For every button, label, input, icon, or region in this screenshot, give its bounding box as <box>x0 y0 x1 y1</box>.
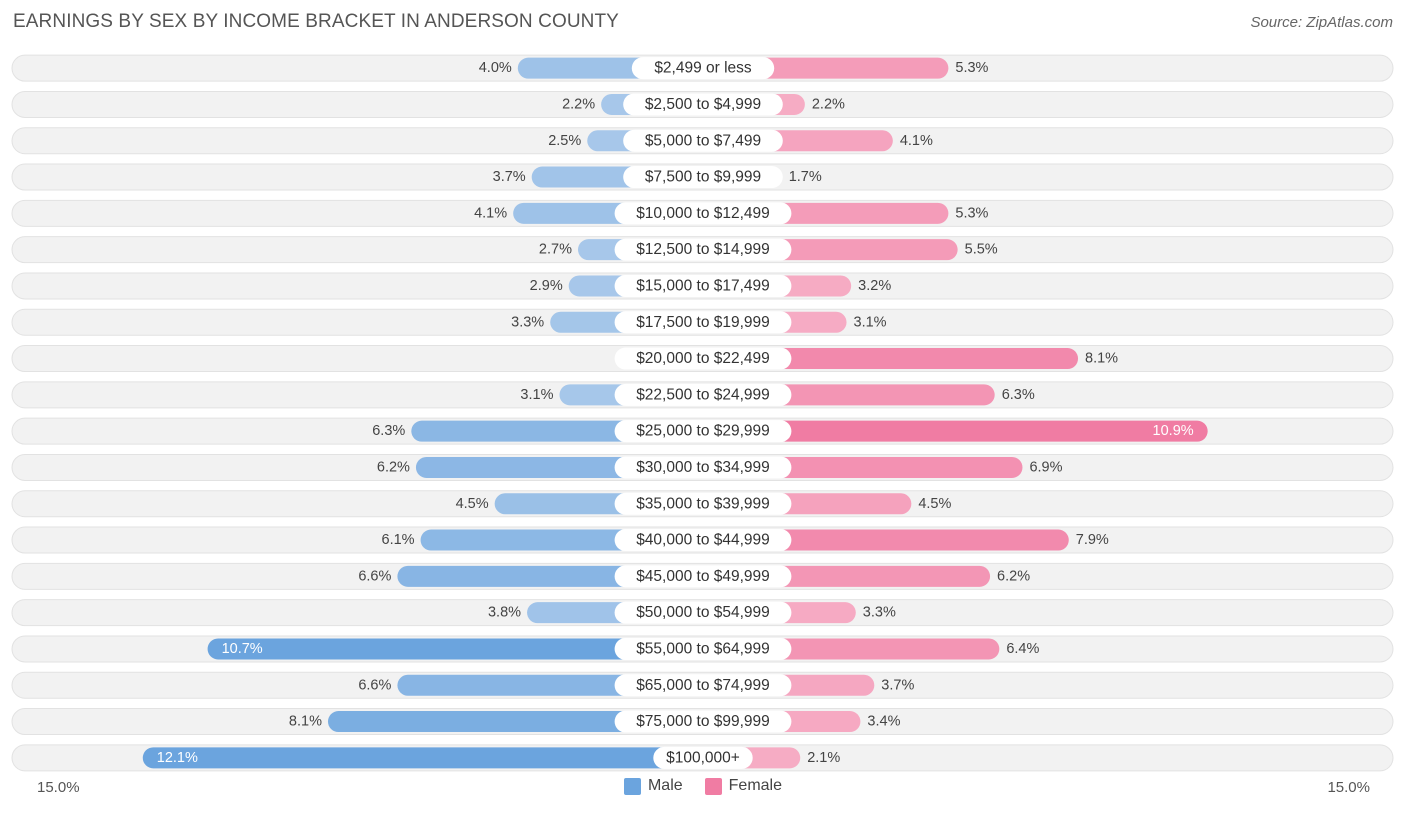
legend-label-male: Male <box>647 777 683 794</box>
value-label-female: 3.7% <box>881 677 914 693</box>
value-label-female: 6.3% <box>1002 387 1035 403</box>
category-label: $2,499 or less <box>654 60 752 77</box>
bar-female <box>703 529 1069 551</box>
legend-swatch-female <box>704 777 722 795</box>
category-label: $20,000 to $22,499 <box>636 350 770 367</box>
category-label: $10,000 to $12,499 <box>636 205 770 222</box>
category-label: $35,000 to $39,999 <box>636 495 770 512</box>
category-label-bg <box>614 274 792 297</box>
value-label-male: 2.2% <box>562 96 595 112</box>
category-label-bg <box>614 383 792 406</box>
category-label: $17,500 to $19,999 <box>636 314 770 331</box>
value-label-female: 3.1% <box>854 314 887 330</box>
category-label-bg <box>614 601 792 624</box>
value-label-male: 4.5% <box>456 496 489 512</box>
category-label: $22,500 to $24,999 <box>636 386 770 403</box>
legend-item-male[interactable]: Male <box>623 777 683 795</box>
category-label: $65,000 to $74,999 <box>636 677 770 694</box>
category-label-bg <box>614 311 792 334</box>
category-label-bg <box>631 57 775 80</box>
value-label-female: 7.9% <box>1076 532 1109 548</box>
category-label-bg <box>614 238 792 261</box>
category-label-bg <box>614 637 792 660</box>
value-label-male: 8.1% <box>289 714 322 730</box>
value-label-female: 6.4% <box>1006 641 1039 657</box>
value-label-female: 4.1% <box>900 133 933 149</box>
bar-male <box>327 711 703 733</box>
source-label: Source: ZipAtlas.com <box>1250 14 1393 31</box>
category-label: $45,000 to $49,999 <box>636 568 770 585</box>
category-label: $75,000 to $99,999 <box>636 713 770 730</box>
category-label: $40,000 to $44,999 <box>636 532 770 549</box>
category-label-bg <box>614 529 792 552</box>
category-label: $55,000 to $64,999 <box>636 640 770 657</box>
category-label-bg <box>623 93 783 116</box>
value-label-male: 12.1% <box>157 750 198 766</box>
category-label-bg <box>614 565 792 588</box>
value-label-female: 3.2% <box>858 278 891 294</box>
category-label: $7,500 to $9,999 <box>645 169 761 186</box>
value-label-female: 6.2% <box>997 568 1030 584</box>
axis-left-label: 15.0% <box>37 779 80 796</box>
value-label-male: 6.1% <box>382 532 415 548</box>
category-label: $30,000 to $34,999 <box>636 459 770 476</box>
category-label: $5,000 to $7,499 <box>645 132 761 149</box>
legend-label-female: Female <box>728 777 783 794</box>
bar-female <box>703 420 1208 442</box>
legend-item-female[interactable]: Female <box>704 777 783 795</box>
chart-area: 4.0% 5.3% $2,499 or less 2.2% 2.2% $2,500 to … <box>11 54 1394 772</box>
legend-swatch-male <box>623 777 641 795</box>
value-label-male: 2.9% <box>530 278 563 294</box>
bar-male <box>142 747 703 769</box>
value-label-female: 1.7% <box>789 169 822 185</box>
value-label-female: 4.5% <box>918 496 951 512</box>
value-label-male: 3.1% <box>520 387 553 403</box>
value-label-male: 6.2% <box>377 459 410 475</box>
value-label-male: 3.3% <box>511 314 544 330</box>
category-label: $2,500 to $4,999 <box>645 96 761 113</box>
value-label-female: 3.4% <box>867 714 900 730</box>
value-label-male: 4.0% <box>479 60 512 76</box>
bar-male <box>207 638 703 660</box>
value-label-male: 4.1% <box>474 205 507 221</box>
value-label-male: 6.6% <box>358 568 391 584</box>
value-label-male: 2.5% <box>548 133 581 149</box>
value-label-female: 2.1% <box>807 750 840 766</box>
legend: Male Female <box>0 777 1406 795</box>
category-label: $50,000 to $54,999 <box>636 604 770 621</box>
category-label: $100,000+ <box>666 749 740 766</box>
value-label-female: 5.5% <box>965 242 998 258</box>
category-label-bg <box>614 420 792 443</box>
category-label-bg <box>623 166 783 189</box>
category-label: $15,000 to $17,499 <box>636 277 770 294</box>
axis-right-label: 15.0% <box>1327 779 1370 796</box>
chart-title: EARNINGS BY SEX BY INCOME BRACKET IN AND… <box>13 11 619 32</box>
value-label-female: 2.2% <box>812 96 845 112</box>
value-label-female: 5.3% <box>955 60 988 76</box>
value-label-male: 6.6% <box>358 677 391 693</box>
value-label-male: 2.7% <box>539 242 572 258</box>
value-label-male: 3.7% <box>493 169 526 185</box>
value-label-female: 3.3% <box>863 605 896 621</box>
category-label-bg <box>614 674 792 697</box>
value-label-female: 5.3% <box>955 205 988 221</box>
value-label-male: 3.8% <box>488 605 521 621</box>
category-label-bg <box>623 129 783 152</box>
category-label-bg <box>614 202 792 225</box>
category-label-bg <box>614 456 792 479</box>
category-label: $25,000 to $29,999 <box>636 423 770 440</box>
value-label-male: 6.3% <box>372 423 405 439</box>
value-label-female: 8.1% <box>1085 351 1118 367</box>
category-label-bg <box>614 710 792 733</box>
category-label-bg <box>614 347 792 370</box>
category-label-bg <box>653 746 753 769</box>
bar-female <box>703 348 1079 370</box>
value-label-male: 10.7% <box>222 641 263 657</box>
value-label-female: 6.9% <box>1029 459 1062 475</box>
value-label-female: 10.9% <box>1153 423 1194 439</box>
category-label-bg <box>614 492 792 515</box>
category-label: $12,500 to $14,999 <box>636 241 770 258</box>
